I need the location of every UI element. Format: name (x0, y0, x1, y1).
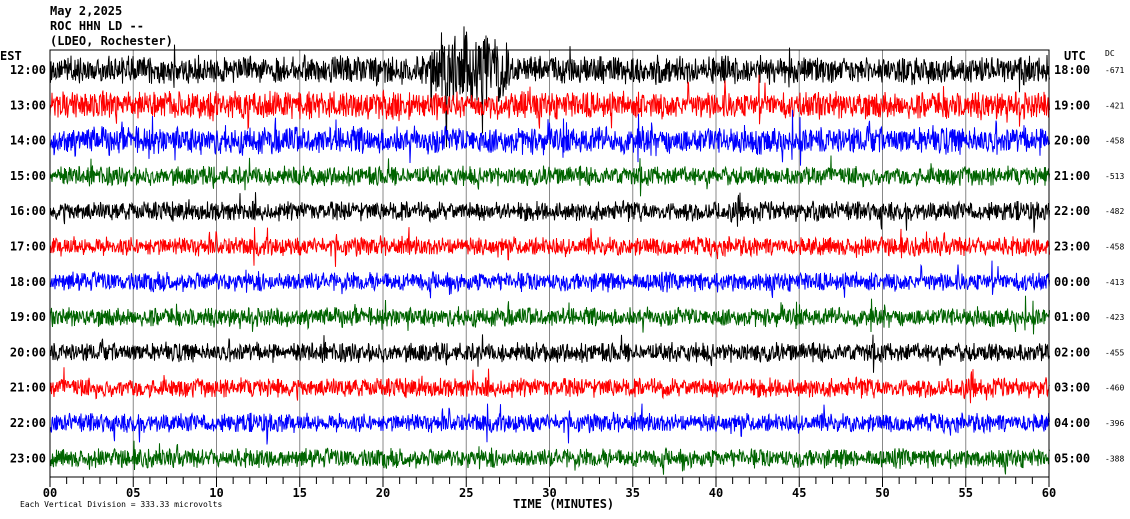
est-time-label: 22:00 (10, 416, 46, 430)
x-tick-label: 40 (709, 486, 723, 500)
dc-header: DC (1105, 49, 1115, 58)
dc-offset-value: -421 (1105, 101, 1124, 110)
utc-time-label: 03:00 (1054, 381, 1090, 395)
x-tick-label: 10 (209, 486, 223, 500)
x-tick-label: 05 (126, 486, 140, 500)
x-tick-label: 45 (792, 486, 806, 500)
seismic-trace (49, 26, 1050, 148)
seismic-trace (49, 155, 1050, 197)
dc-offset-value: -460 (1105, 384, 1124, 393)
utc-time-label: 02:00 (1054, 345, 1090, 359)
station-title: ROC HHN LD -- (50, 19, 144, 33)
x-axis-label: TIME (MINUTES) (513, 497, 614, 511)
x-tick-label: 55 (959, 486, 973, 500)
seismic-trace (49, 367, 1050, 404)
est-axis-label: EST (0, 49, 22, 63)
dc-offset-value: -513 (1105, 172, 1124, 181)
utc-time-label: 22:00 (1054, 204, 1090, 218)
dc-offset-value: -671 (1105, 66, 1124, 75)
est-time-label: 20:00 (10, 345, 46, 359)
x-tick-label: 35 (626, 486, 640, 500)
scale-note: Each Vertical Division = 333.33 microvol… (20, 500, 223, 509)
network-title: (LDEO, Rochester) (50, 34, 173, 48)
dc-offset-value: -396 (1105, 419, 1124, 428)
seismic-trace (49, 334, 1050, 373)
utc-time-label: 23:00 (1054, 240, 1090, 254)
seismic-trace (49, 440, 1050, 475)
utc-time-label: 05:00 (1054, 451, 1090, 465)
est-time-label: 14:00 (10, 134, 46, 148)
utc-time-label: 01:00 (1054, 310, 1090, 324)
seismic-trace (49, 295, 1050, 335)
seismic-trace (49, 192, 1050, 233)
seismic-trace (49, 74, 1050, 130)
utc-time-label: 04:00 (1054, 416, 1090, 430)
seismic-trace (49, 403, 1050, 445)
x-tick-label: 00 (43, 486, 57, 500)
dc-offset-value: -423 (1105, 313, 1124, 322)
x-tick-label: 20 (376, 486, 390, 500)
seismic-trace (49, 227, 1050, 267)
x-tick-label: 50 (875, 486, 889, 500)
est-time-label: 23:00 (10, 451, 46, 465)
utc-time-label: 21:00 (1054, 169, 1090, 183)
utc-axis-label: UTC (1064, 49, 1086, 63)
dc-offset-value: -458 (1105, 137, 1124, 146)
date-title: May 2,2025 (50, 4, 123, 18)
x-tick-label: 60 (1042, 486, 1056, 500)
x-tick-label: 25 (459, 486, 473, 500)
x-tick-label: 15 (293, 486, 307, 500)
est-time-label: 13:00 (10, 98, 46, 112)
x-tick-label: 30 (542, 486, 556, 500)
dc-offset-value: -458 (1105, 243, 1124, 252)
est-time-label: 12:00 (10, 63, 46, 77)
dc-offset-value: -482 (1105, 207, 1124, 216)
dc-offset-value: -455 (1105, 348, 1124, 357)
est-time-label: 17:00 (10, 240, 46, 254)
seismic-trace (49, 260, 1050, 299)
utc-time-label: 19:00 (1054, 98, 1090, 112)
est-time-label: 18:00 (10, 275, 46, 289)
utc-time-label: 18:00 (1054, 63, 1090, 77)
dc-offset-value: -388 (1105, 454, 1124, 463)
dc-offset-value: -413 (1105, 278, 1124, 287)
est-time-label: 19:00 (10, 310, 46, 324)
seismic-trace (49, 109, 1050, 166)
est-time-label: 15:00 (10, 169, 46, 183)
est-time-label: 21:00 (10, 381, 46, 395)
utc-time-label: 20:00 (1054, 134, 1090, 148)
est-time-label: 16:00 (10, 204, 46, 218)
utc-time-label: 00:00 (1054, 275, 1090, 289)
